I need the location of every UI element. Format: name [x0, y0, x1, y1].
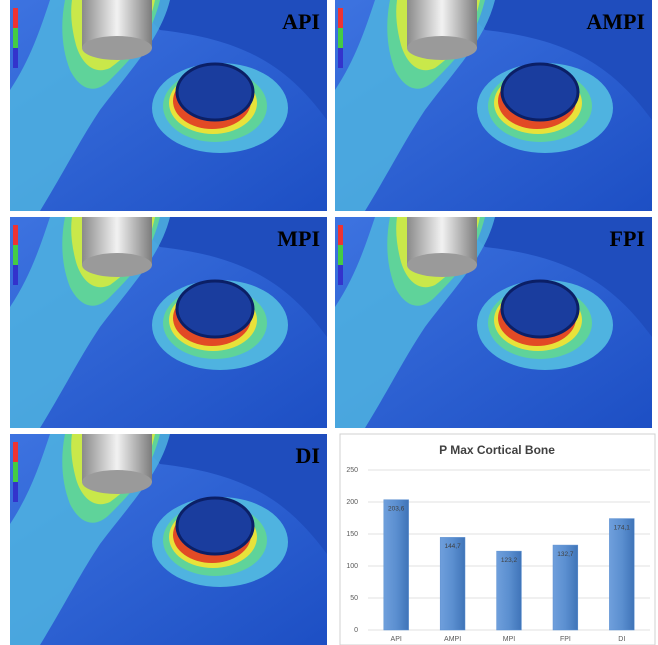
x-tick-label: FPI	[560, 636, 571, 643]
bar	[496, 550, 522, 631]
chart: 0 50 100 150 200 250 API 203,6 AMPI 144,7 MPI 123,2…	[346, 467, 650, 643]
panel-label: API	[282, 9, 320, 34]
value-label: 144,7	[444, 543, 461, 550]
y-tick-label: 50	[350, 595, 358, 602]
fea-panel: AMPI	[333, 0, 654, 213]
fea-panel: DI	[8, 432, 329, 645]
bar	[439, 537, 466, 631]
y-tick-label: 100	[346, 563, 358, 570]
fea-panel: MPI	[8, 215, 329, 430]
y-tick-label: 200	[346, 499, 358, 506]
panel-label: AMPI	[586, 9, 645, 34]
x-tick-label: DI	[618, 636, 625, 643]
fea-image	[8, 432, 329, 645]
value-label: 123,2	[501, 557, 518, 564]
panel-label: MPI	[277, 226, 320, 251]
value-label: 174,1	[614, 524, 631, 531]
y-tick-label: 0	[354, 627, 358, 634]
x-tick-label: API	[391, 636, 402, 643]
panel-label: FPI	[610, 226, 645, 251]
panel-label: DI	[296, 443, 320, 468]
bar	[552, 544, 579, 631]
value-label: 132,7	[557, 551, 574, 558]
panels: API AMPI MPI FPI DI	[8, 0, 654, 645]
bar	[383, 499, 409, 631]
x-tick-label: AMPI	[444, 636, 461, 643]
fea-image	[333, 215, 654, 430]
x-tick-label: MPI	[503, 636, 516, 643]
value-label: 203,6	[388, 505, 405, 512]
y-tick-label: 150	[346, 531, 358, 538]
fea-panel: API	[8, 0, 329, 213]
bar	[609, 518, 635, 631]
y-tick-label: 250	[346, 467, 358, 474]
chart-title: P Max Cortical Bone	[439, 443, 555, 457]
fea-panel: FPI	[333, 215, 654, 430]
fea-image	[8, 0, 329, 213]
